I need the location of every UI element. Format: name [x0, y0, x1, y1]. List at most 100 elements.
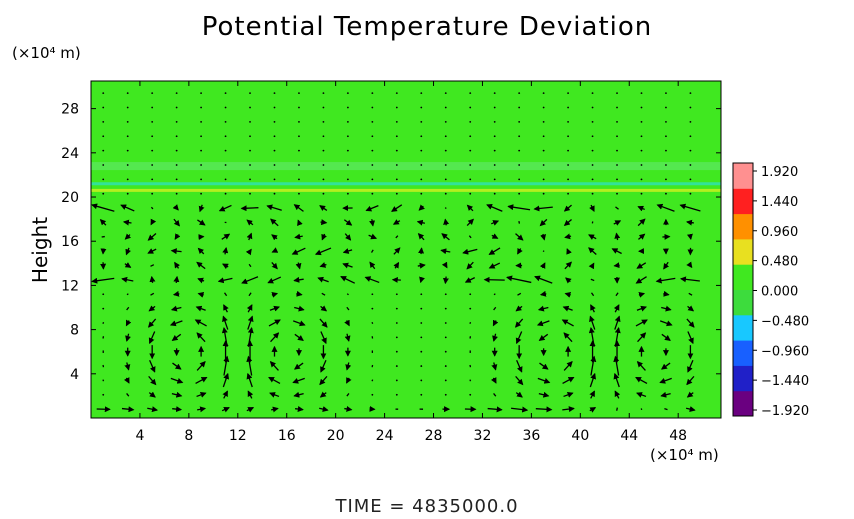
colorbar-label: −1.920 — [761, 404, 809, 419]
y-axis-unit: (×10⁴ m) — [12, 44, 81, 62]
wind-vector — [611, 248, 622, 255]
colorbar-segment — [733, 314, 753, 341]
wind-vector — [194, 319, 207, 327]
colorbar-label: 0.480 — [761, 255, 798, 270]
wind-vector — [102, 379, 105, 382]
wind-vector — [616, 92, 618, 95]
wind-vector — [616, 135, 618, 138]
wind-vector — [223, 304, 229, 313]
wind-vector — [640, 192, 643, 195]
wind-vector — [269, 392, 280, 398]
wind-vector — [567, 135, 569, 138]
wind-vector — [518, 178, 521, 181]
wind-vector — [665, 135, 667, 138]
wind-vector — [515, 375, 524, 386]
wind-vectors — [91, 92, 701, 413]
wind-vector — [395, 178, 398, 181]
wind-vector — [655, 277, 676, 284]
wind-vector — [566, 248, 572, 255]
wind-vector — [267, 276, 282, 284]
wind-vector — [486, 204, 503, 212]
wind-vector — [175, 106, 178, 109]
wind-vector — [637, 332, 647, 343]
wind-vector — [295, 262, 302, 270]
colorbar-segment — [733, 213, 753, 240]
wind-vector — [224, 135, 227, 138]
wind-vector — [298, 192, 300, 195]
wind-vector — [637, 205, 645, 212]
colorbar-label: 0.000 — [761, 285, 798, 300]
wind-vector — [689, 192, 692, 195]
wind-vector — [248, 292, 252, 297]
wind-vector — [517, 247, 523, 255]
wind-vector — [688, 292, 693, 296]
wind-vector — [322, 149, 325, 152]
wind-vector — [588, 262, 595, 270]
wind-vector — [294, 362, 304, 370]
y-tick-label: 20 — [61, 190, 79, 206]
wind-vector — [346, 120, 349, 123]
wind-vector — [174, 261, 180, 269]
wind-vector — [102, 92, 105, 95]
wind-vector — [565, 277, 572, 284]
wind-vector — [635, 276, 647, 284]
wind-vector — [518, 135, 521, 138]
wind-vector — [346, 178, 349, 181]
wind-vector — [493, 135, 496, 138]
wind-vector — [591, 178, 594, 181]
wind-vector — [444, 120, 447, 123]
wind-vector — [297, 219, 303, 227]
wind-vector — [469, 135, 472, 138]
wind-vector — [488, 262, 501, 269]
wind-vector — [322, 120, 325, 123]
wind-vector — [590, 304, 596, 313]
wind-vector — [147, 233, 157, 241]
wind-vector — [344, 405, 353, 412]
wind-vector — [542, 106, 545, 109]
wind-vector — [170, 248, 182, 255]
wind-vector — [126, 393, 130, 397]
wind-vector — [342, 262, 353, 269]
wind-vector — [563, 332, 573, 343]
wind-vector — [175, 135, 178, 138]
colorbar-label: 1.920 — [761, 165, 798, 180]
wind-vector — [200, 92, 202, 95]
wind-vector — [637, 218, 646, 227]
wind-vector — [150, 218, 157, 226]
wind-vector — [517, 292, 522, 296]
wind-vector — [567, 178, 569, 181]
wind-vector — [591, 192, 594, 195]
wind-vector — [591, 106, 594, 109]
wind-vector — [172, 204, 179, 211]
wind-vector — [344, 233, 352, 241]
wind-vector — [563, 392, 574, 398]
wind-vector — [249, 92, 251, 95]
wind-vector — [420, 120, 423, 123]
wind-vector — [322, 178, 325, 181]
wind-vector — [466, 204, 474, 212]
wind-vector — [294, 233, 303, 240]
wind-vector — [247, 315, 254, 330]
wind-vector — [172, 290, 180, 297]
wind-vector — [246, 232, 253, 241]
wind-vector — [371, 120, 374, 123]
wind-vector — [395, 393, 398, 396]
wind-vector — [200, 149, 202, 152]
wind-vector — [273, 192, 276, 195]
wind-vector — [340, 276, 356, 284]
wind-vector — [395, 164, 398, 166]
wind-vector — [640, 120, 643, 123]
wind-vector — [99, 218, 107, 226]
wind-vector — [151, 178, 154, 181]
wind-vector — [148, 391, 156, 398]
wind-vector — [659, 377, 672, 384]
wind-vector — [518, 164, 521, 166]
chart-title: Potential Temperature Deviation — [201, 12, 653, 42]
wind-vector — [661, 362, 671, 370]
x-tick-label: 44 — [620, 428, 638, 444]
wind-vector — [506, 275, 532, 284]
wind-vector — [469, 178, 472, 181]
wind-vector — [196, 361, 206, 371]
x-tick-label: 12 — [229, 428, 247, 444]
wind-vector — [395, 322, 398, 324]
